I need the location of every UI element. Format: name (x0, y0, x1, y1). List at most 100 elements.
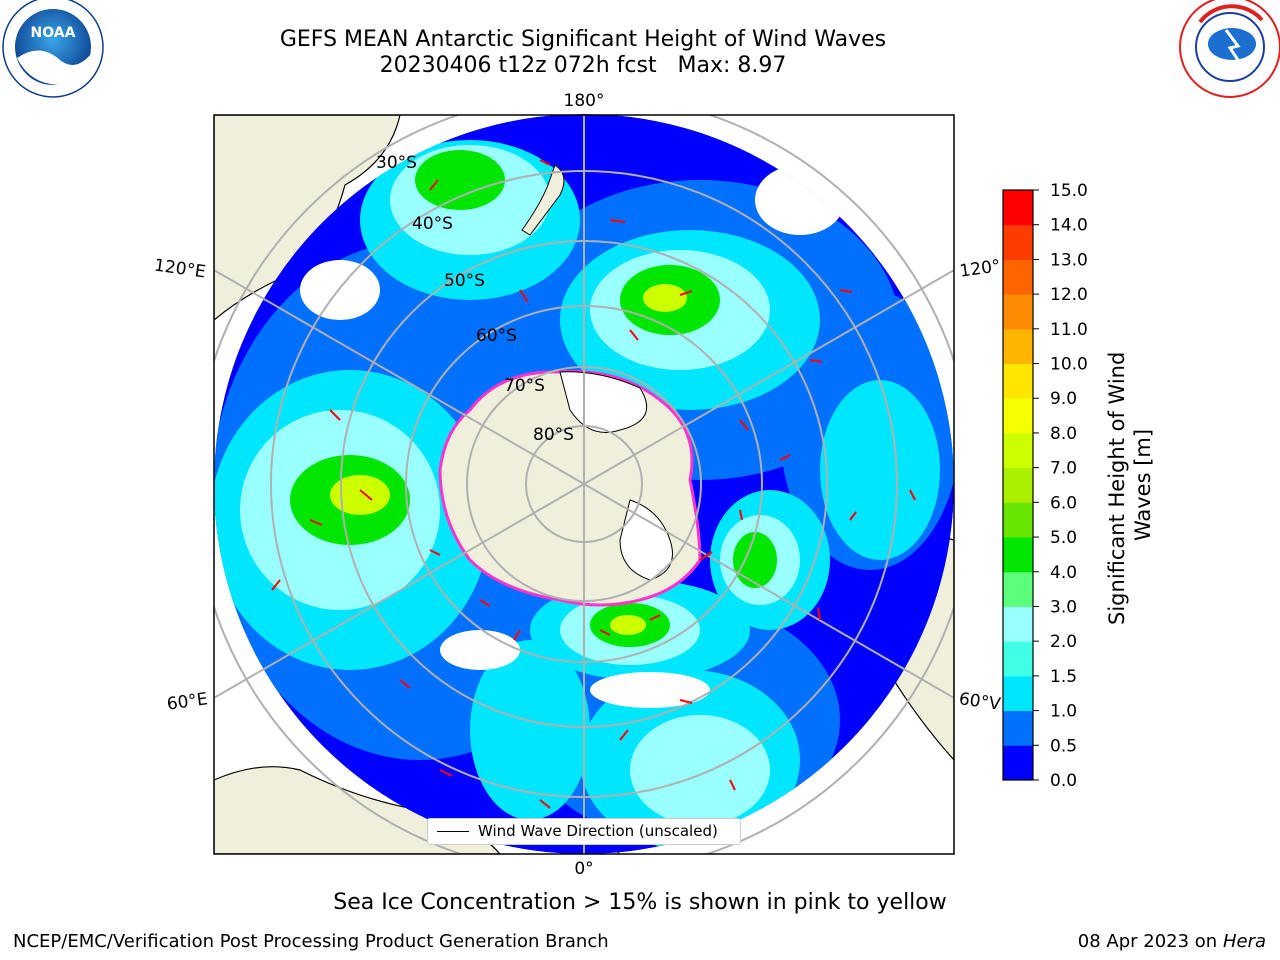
lat-label: 60°S (476, 326, 517, 346)
landmass-new-zealand (521, 164, 565, 236)
arrow (539, 799, 551, 809)
colorbar-swatch (1003, 328, 1033, 365)
arrow (679, 290, 693, 296)
credit-host: Hera (1222, 931, 1266, 952)
colorbar-swatch (1003, 432, 1033, 469)
colorbar-border (1002, 189, 1034, 781)
colorbar-tick-label: 11.0 (1050, 320, 1088, 340)
map-border (213, 114, 955, 855)
noaa-logo: NOAA (2, 0, 104, 98)
arrow (679, 699, 693, 704)
colorbar-swatch (1003, 363, 1033, 399)
arrow (739, 419, 749, 431)
arrow (599, 629, 611, 636)
colorbar-swatch (1003, 224, 1033, 260)
lat-label: 30°S (376, 153, 417, 173)
arrow (909, 489, 916, 501)
arrow (609, 219, 626, 223)
colorbar-tick-label: 1.0 (1050, 702, 1077, 722)
colorbar-swatch (1003, 641, 1033, 677)
lat-label: 80°S (533, 425, 574, 445)
chart-title: GEFS MEAN Antarctic Significant Height o… (279, 27, 887, 52)
arrow (329, 409, 341, 421)
colorbar: 0.0 0.5 1.0 1.5 2.0 3.0 4.0 5.0 6.0 7.0 8.0 9.0 10.0… (1002, 181, 1088, 791)
colorbar-tick-label: 2.0 (1050, 632, 1077, 652)
lat-label: 70°S (504, 376, 545, 396)
legend-label: Wind Wave Direction (unscaled) (478, 822, 718, 840)
colorbar-swatch (1003, 502, 1033, 538)
noaa-logo-text: NOAA (31, 25, 76, 41)
lat-label: 50°S (444, 271, 485, 291)
colorbar-tick-label: 1.5 (1050, 667, 1077, 687)
credit-date-text: 08 Apr 2023 on (1077, 931, 1223, 952)
arrow (539, 159, 551, 166)
colorbar-tick-label: 14.0 (1050, 216, 1088, 236)
map-legend: Wind Wave Direction (unscaled) (427, 818, 741, 845)
lon-label-120w: 120° (958, 256, 1001, 282)
colorbar-swatch (1003, 537, 1033, 573)
legend-line-swatch (437, 831, 469, 832)
colorbar-tick-label: 4.0 (1050, 563, 1077, 583)
colorbar-swatch (1003, 467, 1033, 503)
colorbar-tick-label: 0.5 (1050, 736, 1077, 756)
lon-label-60w: 60°V (958, 689, 1003, 715)
arrow (399, 679, 411, 689)
wave-height-field (214, 114, 954, 854)
colorbar-tick-label: 5.0 (1050, 528, 1077, 548)
colorbar-swatch (1003, 190, 1033, 226)
arrow (429, 179, 439, 191)
arrow (429, 549, 441, 556)
arrow (699, 551, 713, 561)
arrow (519, 289, 529, 303)
lat-label: 40°S (412, 214, 453, 234)
arrow (359, 489, 373, 501)
colorbar-swatch (1003, 606, 1033, 642)
colorbar-swatch (1003, 710, 1033, 746)
arrow (439, 769, 453, 777)
chart-subtitle: 20230406 t12z 072h fcst Max: 8.97 (379, 53, 787, 78)
credit-date: 08 Apr 2023 on Hera (1078, 931, 1266, 952)
colorbar-label-line2: Waves [m] (1131, 429, 1155, 541)
colorbar-tick-label: 7.0 (1050, 459, 1077, 479)
arrow (513, 629, 521, 641)
colorbar-tick-label: 13.0 (1050, 250, 1088, 270)
colorbar-swatch (1003, 259, 1033, 295)
colorbar-tick-label: 3.0 (1050, 597, 1077, 617)
colorbar-swatch (1003, 745, 1033, 781)
arrow (479, 599, 491, 607)
arrow (849, 511, 857, 521)
arrow (649, 614, 661, 621)
colorbar-tick-label: 12.0 (1050, 285, 1088, 305)
colorbar-label-line1: Significant Height of Wind (1105, 352, 1129, 625)
graticule (214, 115, 954, 854)
arrow (809, 359, 823, 363)
wind-wave-arrows (271, 159, 916, 809)
lon-label-60e: 60°E (166, 689, 209, 714)
colorbar-swatch (1003, 398, 1033, 434)
arrow (839, 289, 853, 293)
lon-label-0: 0° (574, 859, 593, 879)
arrow (271, 579, 281, 591)
colorbar-swatch (1003, 675, 1033, 712)
arrow (729, 779, 736, 791)
colorbar-tick-label: 15.0 (1050, 181, 1088, 201)
arrow (619, 729, 629, 741)
credit-branch: NCEP/EMC/Verification Post Processing Pr… (13, 931, 609, 952)
arrow (739, 509, 743, 521)
arrow (779, 454, 791, 461)
nws-logo (1179, 0, 1280, 98)
lon-label-180: 180° (564, 91, 605, 111)
colorbar-label: Significant Height of Wind Waves [m] (1105, 345, 1155, 625)
arrow (817, 607, 821, 621)
arrow (309, 519, 323, 526)
lon-label-120e: 120°E (153, 255, 207, 282)
colorbar-swatch (1003, 571, 1033, 607)
colorbar-tick-label: 0.0 (1050, 771, 1077, 791)
colorbar-tick-label: 9.0 (1050, 389, 1077, 409)
colorbar-tick-label: 10.0 (1050, 355, 1088, 375)
sea-ice-note: Sea Ice Concentration > 15% is shown in … (333, 890, 947, 915)
colorbar-tick-label: 6.0 (1050, 493, 1077, 513)
colorbar-tick-label: 8.0 (1050, 424, 1077, 444)
arrow (629, 329, 639, 341)
